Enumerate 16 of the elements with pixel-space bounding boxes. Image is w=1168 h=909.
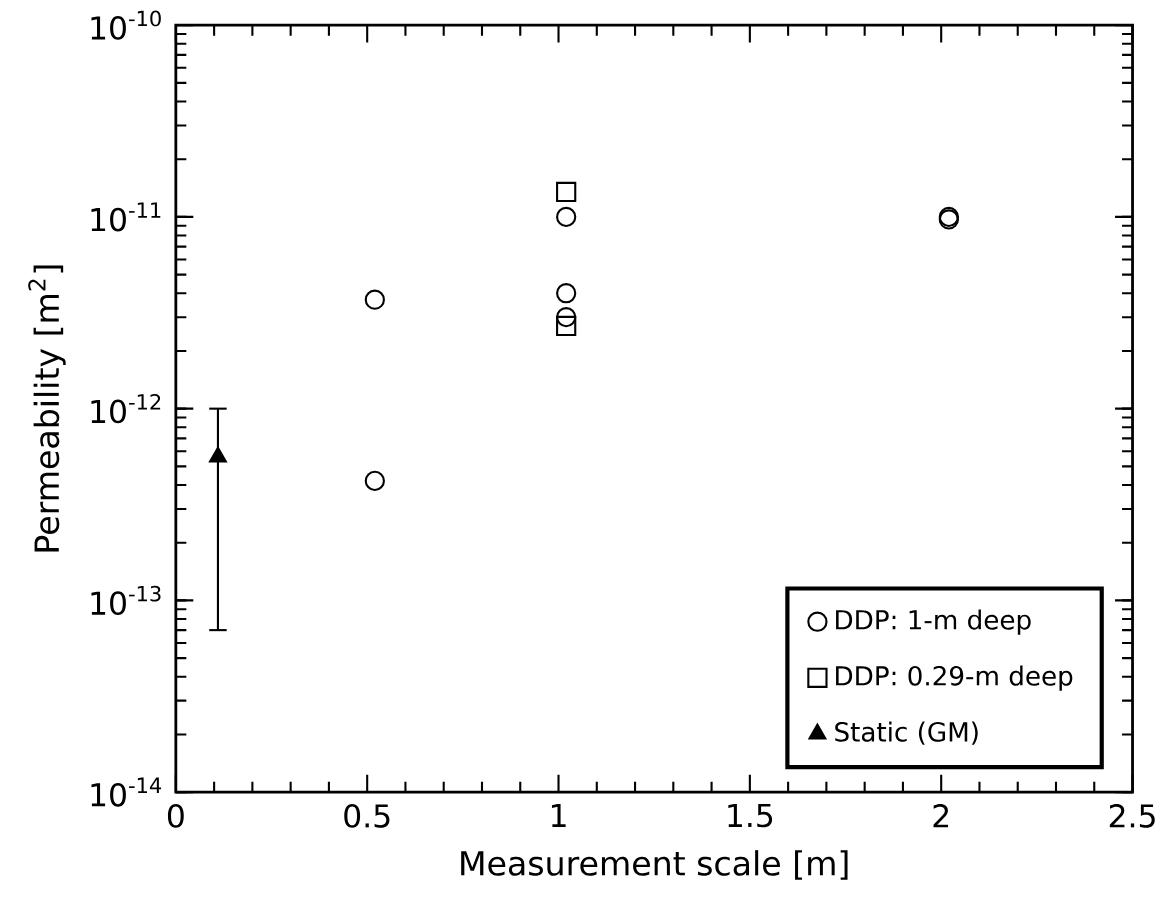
legend-label: DDP: 0.29-m deep <box>836 665 1073 691</box>
x-axis-title: Measurement scale [m] <box>461 849 848 880</box>
x-tick-label: 0.5 <box>344 803 390 828</box>
x-tick-label: 1 <box>551 803 566 827</box>
y-tick-label: 10$^{-10}$ <box>91 10 161 40</box>
x-tick-label: 2.5 <box>1109 803 1155 828</box>
y-tick-label: 10$^{-12}$ <box>91 393 161 424</box>
y-axis-title: Permeability [m$^{2}$] <box>28 265 66 552</box>
y-tick-label: 10$^{-13}$ <box>91 585 161 615</box>
y-tick-label: 10$^{-11}$ <box>91 202 161 232</box>
x-tick-label: 1.5 <box>728 803 773 828</box>
x-tick-label: 2 <box>933 803 949 828</box>
legend-label: Static (GM) <box>835 721 978 745</box>
x-tick-label: 0 <box>167 803 184 828</box>
y-tick-label: 10$^{-14}$ <box>91 777 162 807</box>
legend-label: DDP: 1-m deep <box>836 609 1031 635</box>
